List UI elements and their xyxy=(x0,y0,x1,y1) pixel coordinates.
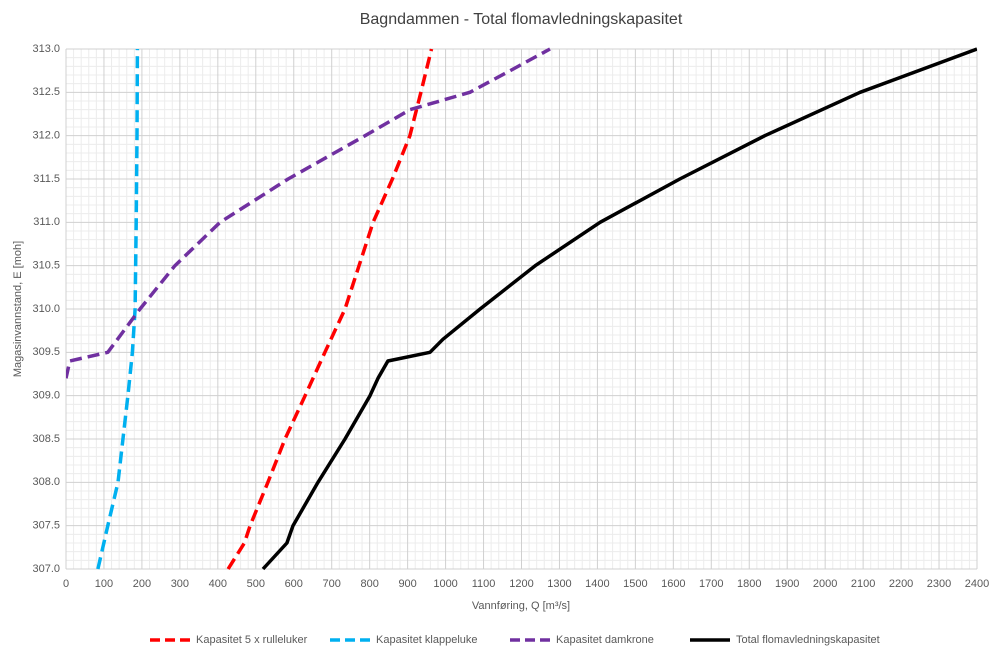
y-tick-label: 307.5 xyxy=(32,520,60,532)
y-tick-label: 310.0 xyxy=(32,303,60,315)
x-tick-label: 400 xyxy=(209,578,227,590)
x-tick-label: 200 xyxy=(133,578,151,590)
y-tick-label: 313.0 xyxy=(32,43,60,55)
series-line xyxy=(226,48,434,570)
x-tick-label: 1000 xyxy=(433,578,457,590)
x-tick-label: 0 xyxy=(63,578,69,590)
y-tick-label: 308.5 xyxy=(32,433,60,445)
x-tick-label: 2000 xyxy=(813,578,837,590)
y-tick-label: 309.0 xyxy=(32,390,60,402)
y-tick-label: 311.5 xyxy=(33,173,60,185)
x-tick-label: 1900 xyxy=(775,578,799,590)
x-tick-label: 1700 xyxy=(699,578,723,590)
x-axis-label: Vannføring, Q [m³/s] xyxy=(472,600,570,612)
x-tick-label: 1800 xyxy=(737,578,761,590)
x-tick-label: 600 xyxy=(285,578,303,590)
x-tick-label: 2100 xyxy=(851,578,875,590)
legend-label: Kapasitet 5 x rulleluker xyxy=(196,634,308,646)
series-line xyxy=(261,47,977,571)
x-tick-label: 1300 xyxy=(547,578,571,590)
x-tick-label: 2400 xyxy=(965,578,989,590)
x-tick-label: 100 xyxy=(95,578,113,590)
y-tick-label: 312.5 xyxy=(32,86,60,98)
x-tick-label: 2200 xyxy=(889,578,913,590)
x-tick-label: 800 xyxy=(360,578,378,590)
y-tick-label: 312.0 xyxy=(32,130,60,142)
y-tick-label: 309.5 xyxy=(32,346,60,358)
y-tick-label: 307.0 xyxy=(32,563,60,575)
x-tick-label: 1400 xyxy=(585,578,609,590)
y-tick-label: 310.5 xyxy=(32,260,60,272)
y-axis-label: Magasinvannstand, E [moh] xyxy=(12,241,24,377)
y-tick-label: 308.0 xyxy=(32,476,60,488)
legend-label: Kapasitet damkrone xyxy=(556,634,654,646)
x-tick-label: 900 xyxy=(398,578,416,590)
x-tick-label: 500 xyxy=(247,578,265,590)
x-tick-label: 1200 xyxy=(509,578,533,590)
y-tick-label: 311.0 xyxy=(33,216,60,228)
legend-label: Kapasitet klappeluke xyxy=(376,634,478,646)
x-tick-label: 1500 xyxy=(623,578,647,590)
x-tick-label: 300 xyxy=(171,578,189,590)
legend-label: Total flomavledningskapasitet xyxy=(736,634,880,646)
x-tick-label: 700 xyxy=(323,578,341,590)
x-tick-label: 1600 xyxy=(661,578,685,590)
chart-title: Bagndammen - Total flomavledningskapasit… xyxy=(360,11,683,28)
series-line xyxy=(96,48,140,570)
x-tick-label: 2300 xyxy=(927,578,951,590)
x-tick-label: 1100 xyxy=(472,578,496,590)
